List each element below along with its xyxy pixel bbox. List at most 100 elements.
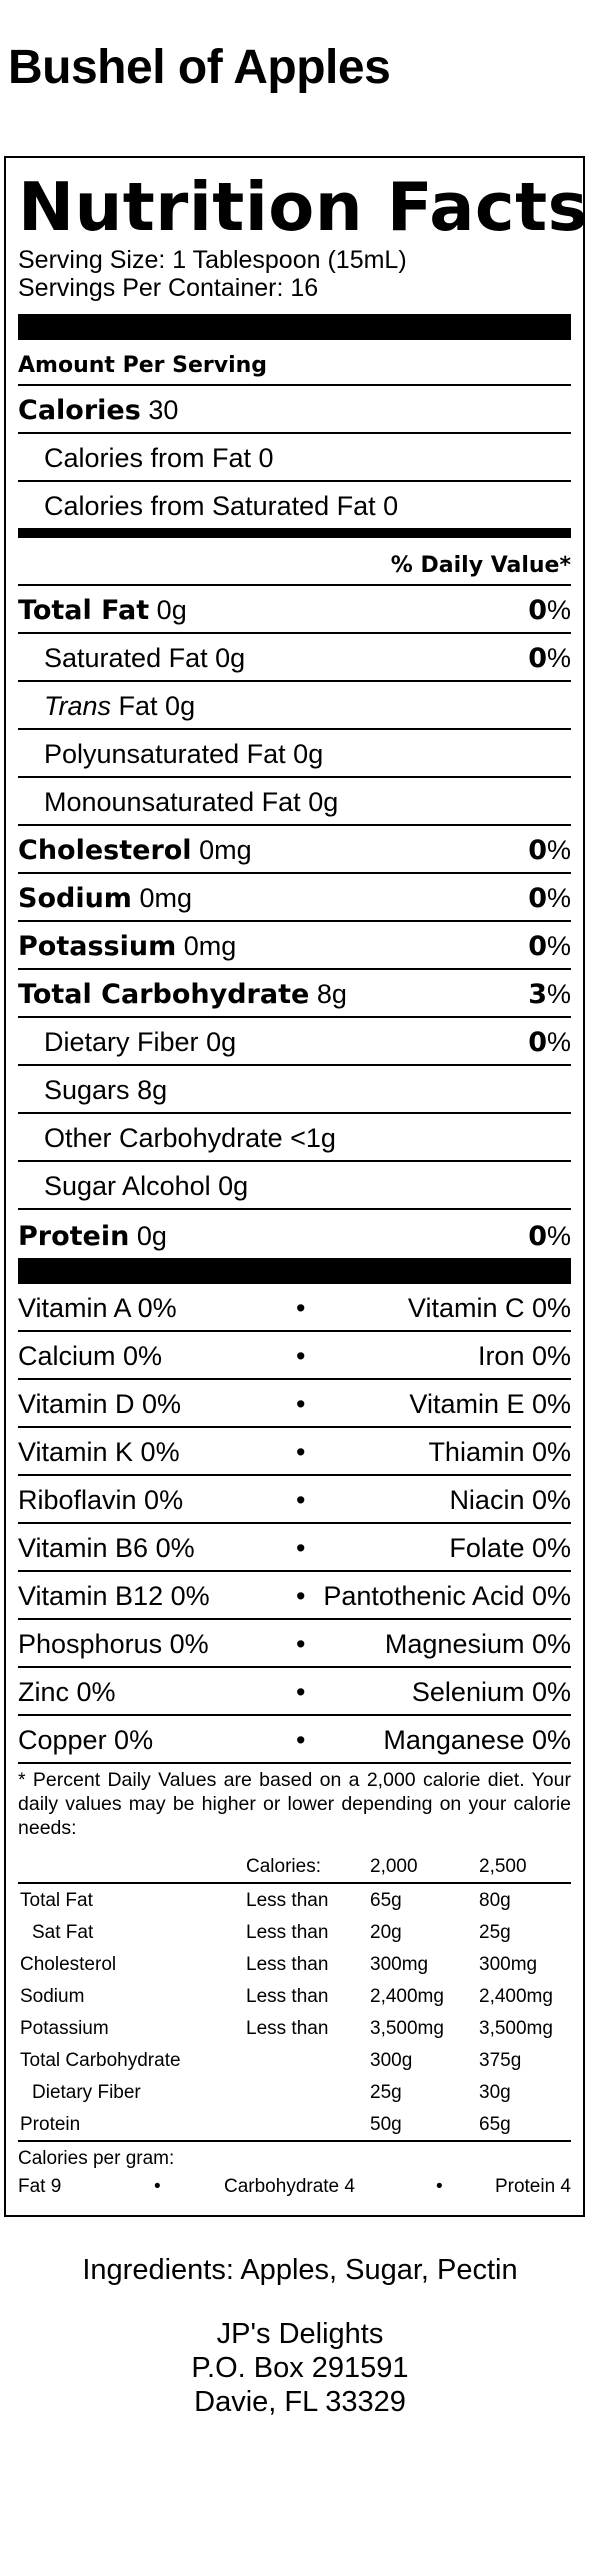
nutrient-row: Saturated Fat 0g 0% bbox=[18, 634, 571, 682]
bullet-separator: • bbox=[296, 1485, 306, 1515]
vitamin-left: Vitamin A 0% bbox=[18, 1293, 177, 1323]
nutrient-daily-value: 0% bbox=[528, 643, 571, 674]
footnote-cell: 50g bbox=[370, 2114, 402, 2135]
footnote-table-row: Sodium Less than 2,400mg 2,400mg bbox=[18, 1980, 571, 2012]
nutrient-name: Saturated Fat bbox=[44, 643, 208, 673]
ingredients: Ingredients: Apples, Sugar, Pectin bbox=[82, 2254, 518, 2286]
footnote-cell: 3,500mg bbox=[479, 2018, 553, 2039]
vitamin-right: Manganese 0% bbox=[383, 1725, 571, 1755]
calories-per-gram-label: Calories per gram: bbox=[18, 2148, 175, 2169]
vitamin-right: Niacin 0% bbox=[449, 1485, 571, 1515]
nutrient-name: Monounsaturated Fat bbox=[44, 787, 301, 817]
company-address-line-1: P.O. Box 291591 bbox=[191, 2352, 409, 2384]
calories-from-sat-fat-row: Calories from Saturated Fat 0 bbox=[18, 482, 571, 528]
footnote-cell: 25g bbox=[479, 1922, 511, 1943]
nutrient-amount: 0g bbox=[136, 1221, 167, 1251]
nutrient-name: Polyunsaturated Fat bbox=[44, 739, 286, 769]
vitamin-row: Phosphorus 0% • Magnesium 0% bbox=[18, 1620, 571, 1668]
footnote-header-cell: Calories: bbox=[246, 1856, 321, 1877]
footnote-table-row: Total Fat Less than 65g 80g bbox=[18, 1884, 571, 1916]
footnote-cell: Less than bbox=[246, 1954, 329, 1975]
amount-per-serving-row: Amount Per Serving bbox=[18, 340, 571, 386]
cpg-bullet-2: • bbox=[436, 2176, 443, 2197]
vitamin-left: Phosphorus 0% bbox=[18, 1629, 209, 1659]
nutrient-row: Potassium 0mg 0% bbox=[18, 922, 571, 970]
nutrient-name: Sugars bbox=[44, 1075, 130, 1105]
nutrient-row: Total Carbohydrate 8g 3% bbox=[18, 970, 571, 1018]
footnote-cell: Total Carbohydrate bbox=[20, 2050, 181, 2071]
footnote-cell: 300mg bbox=[370, 1954, 429, 1975]
nutrient-amount: 0g bbox=[215, 643, 246, 673]
footnote-cell: 3,500mg bbox=[370, 2018, 444, 2039]
footnote-cell: 20g bbox=[370, 1922, 402, 1943]
vitamin-left: Copper 0% bbox=[18, 1725, 154, 1755]
bullet-separator: • bbox=[296, 1581, 306, 1611]
nutrient-row: Polyunsaturated Fat 0g bbox=[18, 730, 571, 778]
nutrient-amount: 0mg bbox=[199, 835, 252, 865]
footnote-cell: Sat Fat bbox=[32, 1922, 94, 1943]
bullet-separator: • bbox=[296, 1677, 306, 1707]
vitamin-right: Thiamin 0% bbox=[428, 1437, 571, 1467]
footnote-header-cell: 2,500 bbox=[479, 1856, 527, 1877]
nutrient-name: Protein bbox=[18, 1221, 130, 1252]
vitamin-row: Copper 0% • Manganese 0% bbox=[18, 1716, 571, 1764]
nutrient-row: Protein 0g 0% bbox=[18, 1210, 571, 1258]
nutrient-row: Cholesterol 0mg 0% bbox=[18, 826, 571, 874]
footnote-cell: 30g bbox=[479, 2082, 511, 2103]
vitamin-left: Vitamin K 0% bbox=[18, 1437, 180, 1467]
nutrient-name-suffix: Fat bbox=[111, 691, 158, 721]
footnote-cell: 65g bbox=[370, 1890, 402, 1911]
cpg-bullet-1: • bbox=[154, 2176, 161, 2197]
vitamin-row: Vitamin D 0% • Vitamin E 0% bbox=[18, 1380, 571, 1428]
vitamin-left: Riboflavin 0% bbox=[18, 1485, 184, 1515]
vitamin-left: Calcium 0% bbox=[18, 1341, 163, 1371]
nutrient-name: Cholesterol bbox=[18, 835, 192, 866]
calories-label: Calories bbox=[18, 395, 141, 426]
footnote-cell: Dietary Fiber bbox=[32, 2082, 141, 2103]
calories-from-fat: Calories from Fat 0 bbox=[44, 443, 274, 473]
cpg-fat: Fat 9 bbox=[18, 2176, 62, 2197]
nutrition-facts-title: Nutrition Facts bbox=[18, 168, 589, 246]
nutrient-amount: 8g bbox=[316, 979, 347, 1009]
footnote-cell: Cholesterol bbox=[20, 1954, 117, 1975]
nutrient-amount: 0g bbox=[218, 1171, 249, 1201]
cpg-protein: Protein 4 bbox=[494, 2176, 571, 2197]
nutrient-row: Sugar Alcohol 0g bbox=[18, 1162, 571, 1210]
vitamin-right: Vitamin E 0% bbox=[409, 1389, 571, 1419]
footnote-table-header: Calories: 2,000 2,500 bbox=[18, 1850, 571, 1884]
thick-divider bbox=[18, 314, 571, 340]
nutrient-amount: 8g bbox=[137, 1075, 168, 1105]
bullet-separator: • bbox=[296, 1437, 306, 1467]
nutrient-amount: 0mg bbox=[139, 883, 192, 913]
nutrient-amount: <1g bbox=[290, 1123, 336, 1153]
serving-size: Serving Size: 1 Tablespoon (15mL) bbox=[18, 246, 407, 274]
footnote-cell: 300g bbox=[370, 2050, 413, 2071]
vitamin-right: Magnesium 0% bbox=[384, 1629, 571, 1659]
footnote-cell: 65g bbox=[479, 2114, 511, 2135]
vitamin-left: Vitamin D 0% bbox=[18, 1389, 182, 1419]
footnote-cell: Protein bbox=[20, 2114, 81, 2135]
vitamin-left: Zinc 0% bbox=[18, 1677, 116, 1707]
bullet-separator: • bbox=[296, 1389, 306, 1419]
vitamin-left: Vitamin B6 0% bbox=[18, 1533, 195, 1563]
nutrient-row: Other Carbohydrate <1g bbox=[18, 1114, 571, 1162]
vitamin-row: Riboflavin 0% • Niacin 0% bbox=[18, 1476, 571, 1524]
bullet-separator: • bbox=[296, 1341, 306, 1371]
vitamin-row: Vitamin B12 0% • Pantothenic Acid 0% bbox=[18, 1572, 571, 1620]
nutrient-row: Dietary Fiber 0g 0% bbox=[18, 1018, 571, 1066]
vitamin-right: Pantothenic Acid 0% bbox=[323, 1581, 571, 1611]
nutrient-amount: 0mg bbox=[183, 931, 237, 961]
nutrient-name: Trans bbox=[44, 691, 112, 721]
footnote-table-row: Total Carbohydrate 300g 375g bbox=[18, 2044, 571, 2076]
footnote-table-row: Dietary Fiber 25g 30g bbox=[18, 2076, 571, 2108]
footnote-cell: Less than bbox=[246, 1922, 329, 1943]
nutrient-daily-value: 0% bbox=[528, 1027, 571, 1058]
footnote-table-row: Cholesterol Less than 300mg 300mg bbox=[18, 1948, 571, 1980]
vitamin-right: Iron 0% bbox=[477, 1341, 571, 1371]
nutrient-daily-value: 0% bbox=[528, 835, 571, 866]
footnote-cell: Less than bbox=[246, 2018, 329, 2039]
footnote-cell: 375g bbox=[479, 2050, 522, 2071]
nutrient-daily-value: 0% bbox=[528, 883, 571, 914]
nutrient-row: Sugars 8g bbox=[18, 1066, 571, 1114]
footnote-cell: 300mg bbox=[479, 1954, 538, 1975]
